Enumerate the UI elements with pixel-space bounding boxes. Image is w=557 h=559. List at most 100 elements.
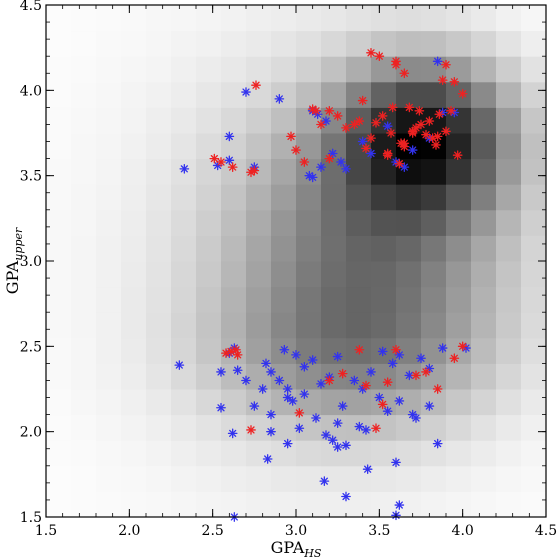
heatmap-cell: [171, 465, 197, 492]
heatmap-cell: [196, 491, 222, 518]
heatmap-cell: [271, 184, 297, 211]
heatmap-cell: [371, 5, 397, 32]
data-point: [354, 344, 365, 355]
y-tick-label: 4.5: [20, 0, 42, 14]
heatmap-cell: [396, 30, 422, 57]
data-point: [324, 153, 335, 164]
heatmap-cell: [521, 5, 547, 32]
heatmap-cell: [196, 184, 222, 211]
heatmap-cell: [471, 107, 497, 134]
heatmap-cell: [196, 81, 222, 108]
heatmap-cell: [171, 209, 197, 236]
heatmap-cell: [46, 491, 72, 518]
data-point: [266, 367, 276, 377]
heatmap-cell: [471, 235, 497, 262]
data-point: [341, 163, 351, 174]
heatmap-cell: [446, 261, 472, 288]
data-point: [251, 80, 261, 91]
heatmap-cell: [196, 133, 222, 160]
heatmap-cell: [71, 56, 97, 83]
heatmap-cell: [346, 158, 372, 185]
heatmap-cell: [246, 465, 272, 492]
data-point: [291, 350, 301, 360]
data-point: [227, 162, 238, 172]
heatmap-cell: [271, 56, 297, 83]
data-point: [399, 68, 410, 79]
heatmap-cell: [296, 491, 322, 518]
heatmap-cell: [521, 491, 547, 518]
heatmap-cell: [96, 414, 122, 441]
heatmap-cell: [71, 81, 97, 108]
x-axis-label-main: GPA: [271, 538, 305, 557]
heatmap-cell: [46, 184, 72, 211]
data-point: [227, 428, 238, 439]
data-point: [371, 117, 381, 128]
heatmap-cell: [121, 81, 147, 108]
heatmap-cell: [271, 81, 297, 108]
data-point: [432, 438, 443, 449]
data-point: [394, 350, 405, 360]
data-point: [416, 119, 426, 130]
heatmap-cell: [496, 133, 522, 160]
heatmap-cell: [321, 235, 347, 262]
heatmap-cell: [146, 440, 172, 467]
heatmap-cell: [521, 30, 547, 57]
data-point: [316, 162, 326, 172]
heatmap-cell: [71, 107, 97, 134]
heatmap-cell: [271, 286, 297, 313]
heatmap-cell: [496, 491, 522, 518]
heatmap-cell: [46, 133, 72, 160]
heatmap-cell: [146, 81, 172, 108]
heatmap-cell: [496, 81, 522, 108]
data-point: [261, 358, 271, 369]
heatmap-cell: [496, 209, 522, 236]
heatmap-cell: [471, 286, 497, 313]
heatmap-cell: [296, 81, 322, 108]
heatmap-cell: [296, 389, 322, 416]
x-tick-label: 4.5: [535, 523, 557, 539]
data-point: [391, 344, 401, 355]
data-point: [257, 384, 268, 394]
heatmap-cell: [446, 286, 472, 313]
heatmap-cell: [96, 30, 122, 57]
heatmap-cell: [446, 389, 472, 416]
heatmap-cell: [196, 235, 222, 262]
x-tick-label: 4.0: [452, 523, 474, 539]
heatmap-cell: [421, 81, 447, 108]
heatmap-cell: [171, 337, 197, 364]
heatmap-cell: [446, 337, 472, 364]
data-point: [391, 59, 401, 70]
heatmap-cell: [171, 235, 197, 262]
heatmap-cell: [246, 107, 272, 134]
heatmap-cell: [96, 209, 122, 236]
heatmap-cell: [371, 209, 397, 236]
heatmap-cell: [246, 363, 272, 390]
heatmap-cell: [121, 184, 147, 211]
heatmap-cell: [46, 312, 72, 339]
heatmap-cell: [171, 389, 197, 416]
heatmap-cell: [321, 5, 347, 32]
heatmap-cell: [396, 286, 422, 313]
data-point: [416, 353, 426, 364]
data-point: [341, 123, 351, 133]
heatmap-cell: [396, 235, 422, 262]
heatmap-cell: [396, 209, 422, 236]
heatmap-cell: [371, 465, 397, 492]
heatmap-cell: [421, 30, 447, 57]
data-point: [357, 136, 368, 147]
data-point: [432, 131, 443, 142]
y-axis-label-main: GPA: [3, 260, 22, 294]
heatmap-cell: [246, 337, 272, 364]
data-point: [291, 145, 301, 155]
data-point: [374, 392, 385, 403]
heatmap-cell: [71, 209, 97, 236]
heatmap-cell: [321, 312, 347, 339]
heatmap-cell: [221, 184, 247, 211]
data-point: [421, 129, 431, 140]
heatmap-cell: [396, 337, 422, 364]
heatmap-cell: [496, 158, 522, 185]
heatmap-cell: [521, 465, 547, 492]
heatmap-cell: [221, 312, 247, 339]
data-point: [287, 396, 298, 406]
data-point: [394, 396, 405, 406]
